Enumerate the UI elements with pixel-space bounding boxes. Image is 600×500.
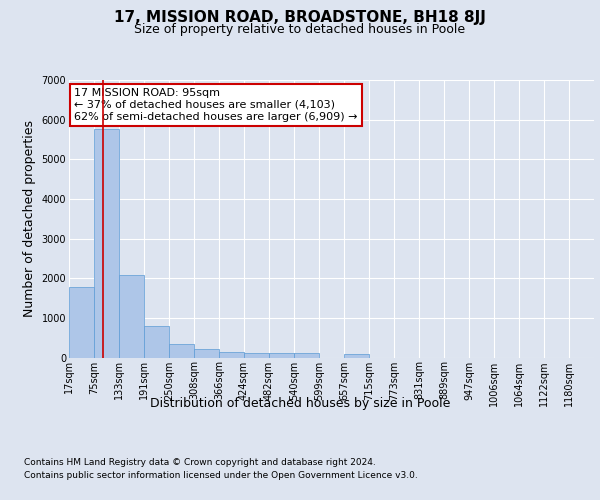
Text: 17, MISSION ROAD, BROADSTONE, BH18 8JJ: 17, MISSION ROAD, BROADSTONE, BH18 8JJ — [114, 10, 486, 25]
Text: Distribution of detached houses by size in Poole: Distribution of detached houses by size … — [150, 398, 450, 410]
Bar — [144, 326, 169, 358]
Y-axis label: Number of detached properties: Number of detached properties — [23, 120, 36, 318]
Text: Contains HM Land Registry data © Crown copyright and database right 2024.: Contains HM Land Registry data © Crown c… — [24, 458, 376, 467]
Bar — [94, 129, 119, 358]
Bar — [269, 353, 294, 358]
Bar — [169, 344, 194, 358]
Bar — [244, 352, 269, 358]
Text: 17 MISSION ROAD: 95sqm
← 37% of detached houses are smaller (4,103)
62% of semi-: 17 MISSION ROAD: 95sqm ← 37% of detached… — [74, 88, 358, 122]
Bar — [69, 288, 94, 358]
Bar — [294, 353, 319, 358]
Bar — [194, 350, 219, 358]
Text: Contains public sector information licensed under the Open Government Licence v3: Contains public sector information licen… — [24, 472, 418, 480]
Bar — [219, 352, 244, 358]
Text: Size of property relative to detached houses in Poole: Size of property relative to detached ho… — [134, 22, 466, 36]
Bar — [119, 275, 144, 357]
Bar — [344, 354, 369, 358]
